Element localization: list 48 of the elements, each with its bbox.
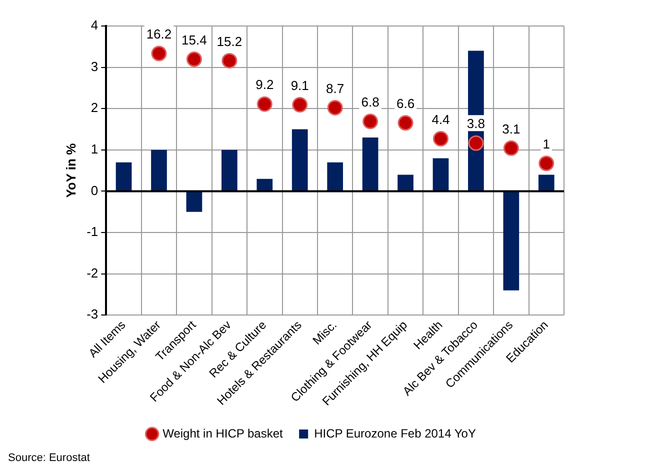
y-tick-label: 0 (90, 182, 98, 198)
data-label: 4.4 (432, 112, 450, 127)
source-note: Source: Eurostat (8, 452, 90, 464)
bar (186, 192, 202, 212)
bar (256, 178, 273, 191)
y-tick-label: -1 (86, 224, 98, 240)
point (327, 100, 343, 116)
data-label: 3.1 (502, 121, 520, 136)
bar (151, 150, 167, 191)
point (292, 97, 308, 113)
point (538, 156, 554, 172)
bar (503, 192, 520, 290)
point (432, 131, 448, 147)
bar (222, 150, 238, 191)
legend-label: Weight in HICP basket (162, 426, 284, 440)
y-tick-label: 4 (90, 18, 98, 33)
bar (432, 158, 449, 191)
data-label: 6.8 (361, 94, 380, 110)
point (151, 46, 167, 62)
legend-label: HICP Eurozone Feb 2014 YoY (314, 426, 476, 440)
data-label: 15.2 (216, 34, 242, 49)
bar (362, 138, 378, 191)
point (468, 135, 484, 151)
bar (292, 129, 308, 191)
point (362, 114, 378, 130)
data-label: 1 (542, 136, 550, 152)
y-axis-title: YoY in % (63, 142, 78, 198)
point (398, 115, 414, 131)
data-label: 9.1 (290, 78, 309, 93)
data-label: 8.7 (326, 80, 344, 96)
y-tick-label: 3 (90, 58, 98, 74)
point (256, 96, 272, 112)
data-label: 6.6 (396, 96, 415, 111)
point (186, 52, 202, 68)
data-label: 9.2 (256, 77, 274, 92)
bar (538, 174, 554, 191)
point (503, 140, 519, 156)
data-label: 3.8 (466, 116, 485, 132)
data-label: 16.2 (146, 26, 172, 42)
y-tick-label: -3 (86, 306, 98, 322)
y-tick-label: 2 (90, 100, 98, 116)
y-tick-label: -2 (86, 265, 98, 280)
point (222, 52, 238, 68)
y-tick-label: 1 (90, 142, 98, 157)
bar (398, 174, 414, 191)
bar (327, 162, 344, 191)
data-label: 15.4 (182, 32, 207, 48)
bar (116, 162, 132, 191)
